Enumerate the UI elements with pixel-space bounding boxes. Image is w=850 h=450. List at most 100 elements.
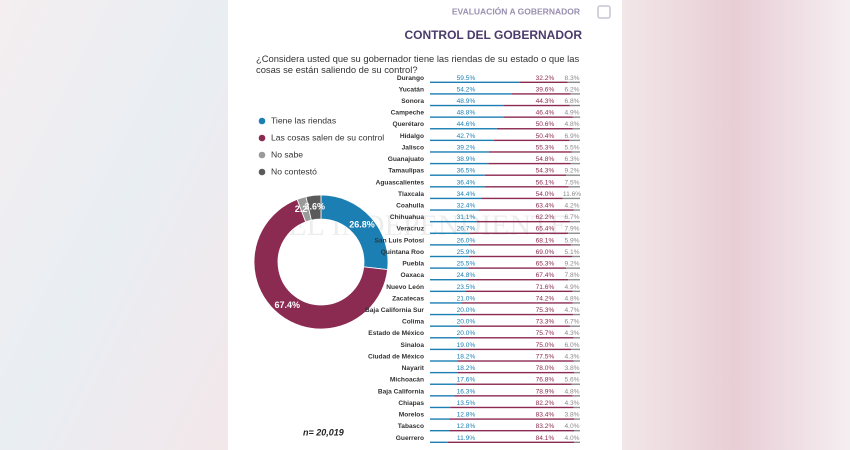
section-label: EVALUACIÓN A GOBERNADOR: [452, 5, 580, 16]
bar-segment: [511, 93, 571, 95]
value-label: 26.7%: [457, 226, 476, 233]
bar-segment: [571, 383, 580, 385]
donut-segment: [305, 194, 322, 221]
value-label: 55.3%: [536, 144, 555, 151]
logo-icon: [597, 5, 611, 19]
state-name: Sonora: [401, 98, 424, 105]
bar-segment: [484, 186, 569, 188]
bar-segment: [430, 279, 468, 281]
bar-segment: [457, 371, 575, 374]
bar-segment: [494, 139, 570, 142]
value-label: 18.2%: [457, 353, 476, 360]
value-label: 65.3%: [536, 261, 555, 268]
value-label: 63.4%: [536, 202, 555, 209]
value-label: 5.6%: [564, 377, 579, 384]
legend-label: Tiene las riendas: [271, 115, 336, 125]
bar-segment: [430, 128, 497, 130]
value-label: 5.1%: [564, 249, 579, 256]
value-label: 5.9%: [564, 237, 579, 244]
bar-segment: [488, 162, 571, 165]
title: CONTROL DEL GOBERNADOR: [404, 28, 582, 42]
value-label: 9.2%: [564, 168, 579, 175]
bar-segment: [566, 174, 580, 176]
bar-segment: [488, 151, 572, 153]
bar-segment: [574, 441, 580, 443]
donut-label: 3.6%: [305, 202, 326, 212]
bar-segment: [430, 197, 482, 200]
bar-segment: [430, 81, 520, 83]
value-label: 82.2%: [536, 400, 555, 407]
value-label: 12.8%: [457, 412, 476, 419]
bar-segment: [572, 255, 580, 258]
legend-dot: [258, 168, 266, 176]
value-label: 83.4%: [536, 412, 555, 419]
bar-segment: [574, 429, 580, 432]
value-label: 54.2%: [457, 86, 476, 93]
bar-segment: [469, 244, 572, 246]
value-label: 7.5%: [564, 179, 579, 186]
state-name: Hidalgo: [400, 133, 424, 140]
legend-label: Las cosas salen de su control: [271, 132, 384, 142]
value-label: 13.5%: [457, 400, 476, 407]
bar-segment: [571, 348, 580, 351]
value-label: 78.9%: [536, 388, 555, 395]
bar-segment: [503, 116, 573, 118]
value-label: 69.0%: [536, 249, 555, 256]
state-name: Puebla: [402, 261, 424, 268]
value-label: 25.9%: [457, 249, 476, 256]
value-label: 5.5%: [564, 144, 579, 151]
bar-segment: [571, 244, 580, 246]
donut-label: 67.4%: [275, 300, 301, 310]
bar-segment: [573, 406, 580, 409]
bar-segment: [572, 290, 580, 293]
bar-segment: [496, 128, 573, 130]
value-label: 4.0%: [564, 435, 579, 442]
bar-segment: [568, 232, 580, 234]
bar-segment: [430, 104, 504, 107]
bar-segment: [568, 279, 580, 281]
bar-segment: [430, 220, 477, 223]
bar-segment: [430, 209, 479, 211]
bar-segment: [430, 325, 460, 327]
bar-segment: [450, 406, 574, 409]
background-right: [622, 0, 850, 450]
value-label: 6.3%: [564, 156, 579, 163]
bar-segment: [567, 81, 580, 83]
bar-segment: [570, 93, 580, 95]
state-name: Nuevo León: [386, 284, 424, 291]
value-label: 12.8%: [457, 423, 476, 430]
bar-segment: [574, 418, 580, 420]
donut-label: 26.8%: [349, 220, 375, 230]
value-label: 20.0%: [457, 330, 476, 337]
bar-segment: [430, 162, 489, 165]
value-label: 17.6%: [457, 377, 476, 384]
value-label: 62.2%: [536, 214, 555, 221]
value-label: 46.4%: [536, 110, 555, 117]
state-name: Sinaloa: [401, 342, 425, 349]
value-label: 21.0%: [457, 295, 476, 302]
state-name: Baja California: [378, 388, 425, 395]
bar-segment: [449, 418, 575, 420]
value-label: 84.1%: [536, 435, 555, 442]
value-label: 4.3%: [564, 353, 579, 360]
value-label: 78.0%: [536, 365, 555, 372]
bar-segment: [460, 337, 574, 339]
value-label: 68.1%: [536, 237, 555, 244]
value-label: 73.3%: [536, 319, 555, 326]
value-label: 4.3%: [564, 400, 579, 407]
value-label: 75.3%: [536, 307, 555, 314]
value-label: 32.2%: [536, 75, 555, 82]
bar-segment: [569, 139, 580, 142]
bar-segment: [430, 116, 504, 118]
value-label: 4.2%: [564, 202, 579, 209]
state-name: San Luis Potosí: [375, 237, 426, 244]
value-label: 75.7%: [536, 330, 555, 337]
bar-segment: [465, 290, 573, 293]
bar-segment: [457, 360, 574, 362]
bar-segment: [430, 255, 469, 258]
value-label: 44.3%: [536, 98, 555, 105]
bar-segment: [478, 209, 574, 211]
value-label: 50.4%: [536, 133, 555, 140]
background-left: [0, 0, 228, 450]
